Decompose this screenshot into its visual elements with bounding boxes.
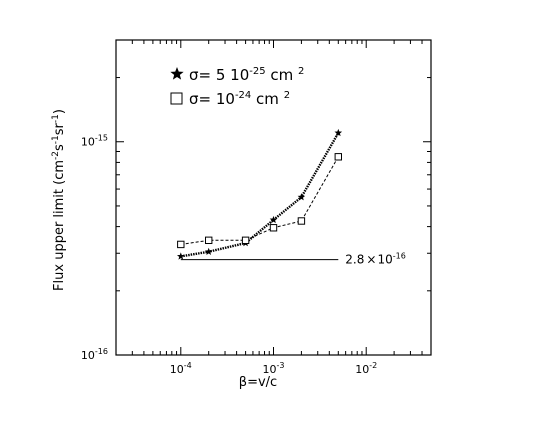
reference-line-group: 2.8 ×10-16 (180, 252, 406, 267)
series-2-point (269, 224, 278, 232)
series-2-point (334, 153, 342, 161)
legend-star-marker (170, 67, 184, 80)
series-1-point (269, 215, 278, 224)
series-1-point (334, 128, 343, 137)
legend-label-2: σ= 10-24 cm 2 (189, 90, 290, 108)
series-2-point (241, 236, 250, 245)
y-axis-label-exp-1: -2 (51, 151, 61, 160)
plot-frame (115, 39, 432, 356)
axis-ticks (115, 39, 432, 356)
series-2-point (297, 217, 306, 225)
x-axis-label: β=v/c (239, 375, 277, 390)
legend-entry-2: σ= 10-24 cm 2 (170, 90, 290, 108)
legend-label-1: σ= 5 10-25 cm 2 (189, 66, 304, 84)
series-2-line (180, 156, 339, 245)
series-1-point (297, 193, 306, 201)
series-1-point (176, 252, 185, 260)
legend-entry-1: σ= 5 10-25 cm 2 (170, 66, 304, 84)
tick-labels: 10-4 10-3 10-2 10-16 10-15 (81, 134, 377, 376)
reference-line-label: 2.8 ×10-16 (345, 252, 406, 267)
series-2-point (205, 236, 213, 245)
y-axis-label: Flux upper limit (cm-2s-1sr-1) (51, 109, 67, 291)
series-group (176, 128, 343, 260)
legend-square-marker (170, 92, 183, 105)
x-tick-label: 10-3 (263, 361, 285, 376)
series-1-point (204, 247, 213, 255)
x-tick-label: 10-4 (170, 361, 192, 376)
series-2-point (177, 240, 185, 249)
x-tick-label: 10-2 (355, 361, 377, 376)
series-1-line (180, 132, 340, 258)
y-tick-label: 10-16 (81, 347, 108, 362)
legend: σ= 5 10-25 cm 2 σ= 10-24 cm 2 (170, 66, 304, 108)
y-tick-label: 10-15 (81, 134, 108, 149)
